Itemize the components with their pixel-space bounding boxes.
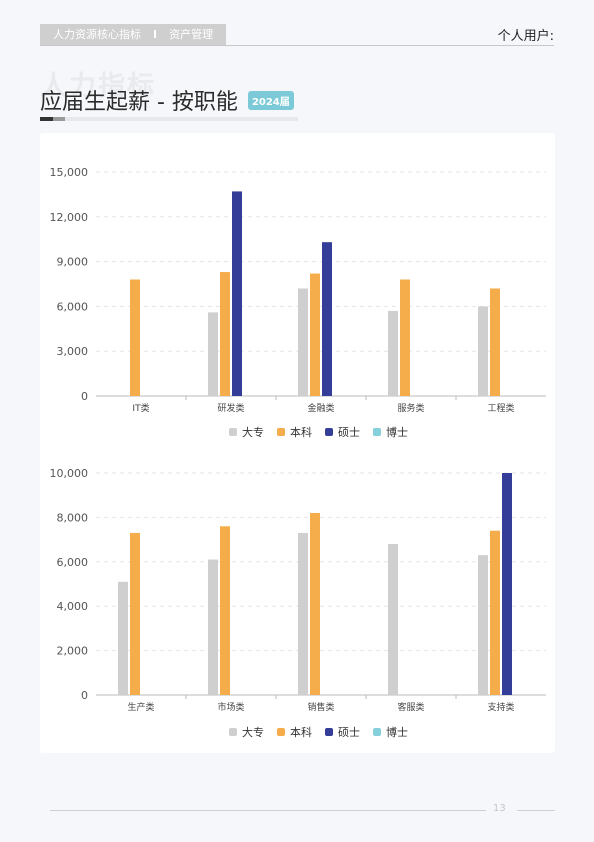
title-underline [40, 117, 298, 121]
bar-大专-金融类 [298, 288, 308, 396]
legend-label: 大专 [242, 425, 264, 439]
page-number: 13 [493, 803, 506, 814]
legend-swatch [373, 728, 381, 736]
y-tick-label: 9,000 [57, 256, 89, 269]
legend-label: 博士 [386, 726, 408, 739]
header-tag: 人力资源核心指标 I 资产管理 [40, 24, 227, 45]
chart-bottom: 0 2,000 4,000 6,000 8,000 10,000 生产类 市场类 销售类 客服类 支… [50, 467, 546, 739]
legend-swatch [277, 728, 285, 736]
bar-本科-工程类 [490, 288, 500, 396]
bar-硕士-金融类 [322, 242, 332, 396]
bar-大专-生产类 [118, 581, 128, 695]
bar-本科-金融类 [310, 273, 320, 396]
header-tag-left: 人力资源核心指标 [53, 28, 141, 41]
bar-本科-支持类 [490, 530, 500, 695]
y-tick-label: 0 [81, 689, 88, 702]
user-label: 个人用户: [497, 29, 554, 44]
title-underline-accent-light [53, 117, 65, 121]
bar-本科-市场类 [220, 526, 230, 695]
bar-大专-服务类 [388, 310, 398, 396]
legend-label: 本科 [290, 725, 312, 739]
page-title-text: 应届生起薪 - 按职能 [40, 90, 238, 115]
bar-本科-销售类 [310, 512, 320, 695]
bar-大专-客服类 [388, 544, 398, 695]
legend-swatch [325, 728, 333, 736]
header-rule [40, 45, 554, 46]
x-tick-label: 支持类 [487, 701, 514, 713]
y-tick-label: 8,000 [57, 511, 89, 524]
legend-label: 博士 [386, 426, 408, 439]
bar-本科-研发类 [220, 272, 230, 396]
bar-本科-服务类 [400, 279, 410, 396]
header-tag-separator: I [153, 28, 158, 41]
y-tick-label: 12,000 [50, 211, 89, 224]
bar-大专-研发类 [208, 312, 218, 396]
y-tick-label: 10,000 [50, 467, 89, 480]
y-tick-label: 3,000 [57, 345, 89, 358]
x-tick-label: 客服类 [397, 701, 424, 713]
x-tick-label: 服务类 [397, 402, 424, 414]
bar-硕士-支持类 [502, 473, 512, 695]
legend-label: 硕士 [338, 726, 360, 739]
y-tick-label: 6,000 [57, 556, 89, 569]
footer-rule-right [517, 810, 555, 811]
chart-card: 0 3,000 6,000 9,000 12,000 15,000 IT类 研发类 金融类 服务类… [40, 133, 555, 753]
y-tick-label: 0 [81, 390, 88, 403]
y-tick-label: 2,000 [57, 645, 89, 658]
x-tick-label: 生产类 [127, 701, 154, 713]
legend-swatch [325, 428, 333, 436]
chart-top: 0 3,000 6,000 9,000 12,000 15,000 IT类 研发类 金融类 服务类… [50, 166, 546, 439]
title-underline-accent-dark [40, 117, 53, 121]
x-tick-label: IT类 [132, 402, 149, 414]
title-watermark: 人力指标 [40, 71, 156, 102]
bar-本科-IT类 [130, 279, 140, 396]
legend-swatch [373, 428, 381, 436]
bar-大专-工程类 [478, 306, 488, 396]
footer-rule-left [50, 810, 486, 811]
legend-label: 大专 [242, 725, 264, 739]
y-tick-label: 6,000 [57, 300, 89, 313]
x-tick-label: 研发类 [217, 402, 244, 414]
y-tick-label: 4,000 [57, 600, 89, 613]
legend-swatch [277, 428, 285, 436]
x-tick-label: 销售类 [307, 701, 334, 713]
bar-大专-市场类 [208, 559, 218, 695]
legend-swatch [229, 728, 237, 736]
header-tag-right: 资产管理 [169, 28, 214, 41]
x-tick-label: 工程类 [487, 402, 514, 414]
legend-swatch [229, 428, 237, 436]
bar-本科-生产类 [130, 532, 140, 695]
bar-大专-销售类 [298, 532, 308, 695]
page-title: 应届生起薪 - 按职能 2024届 [40, 84, 294, 116]
y-tick-label: 15,000 [50, 166, 89, 179]
legend-label: 硕士 [338, 426, 360, 439]
bar-硕士-研发类 [232, 191, 242, 396]
x-tick-label: 市场类 [217, 701, 244, 713]
legend-label: 本科 [290, 425, 312, 439]
x-tick-label: 金融类 [307, 402, 334, 414]
year-badge: 2024届 [247, 90, 294, 110]
bar-大专-支持类 [478, 555, 488, 695]
